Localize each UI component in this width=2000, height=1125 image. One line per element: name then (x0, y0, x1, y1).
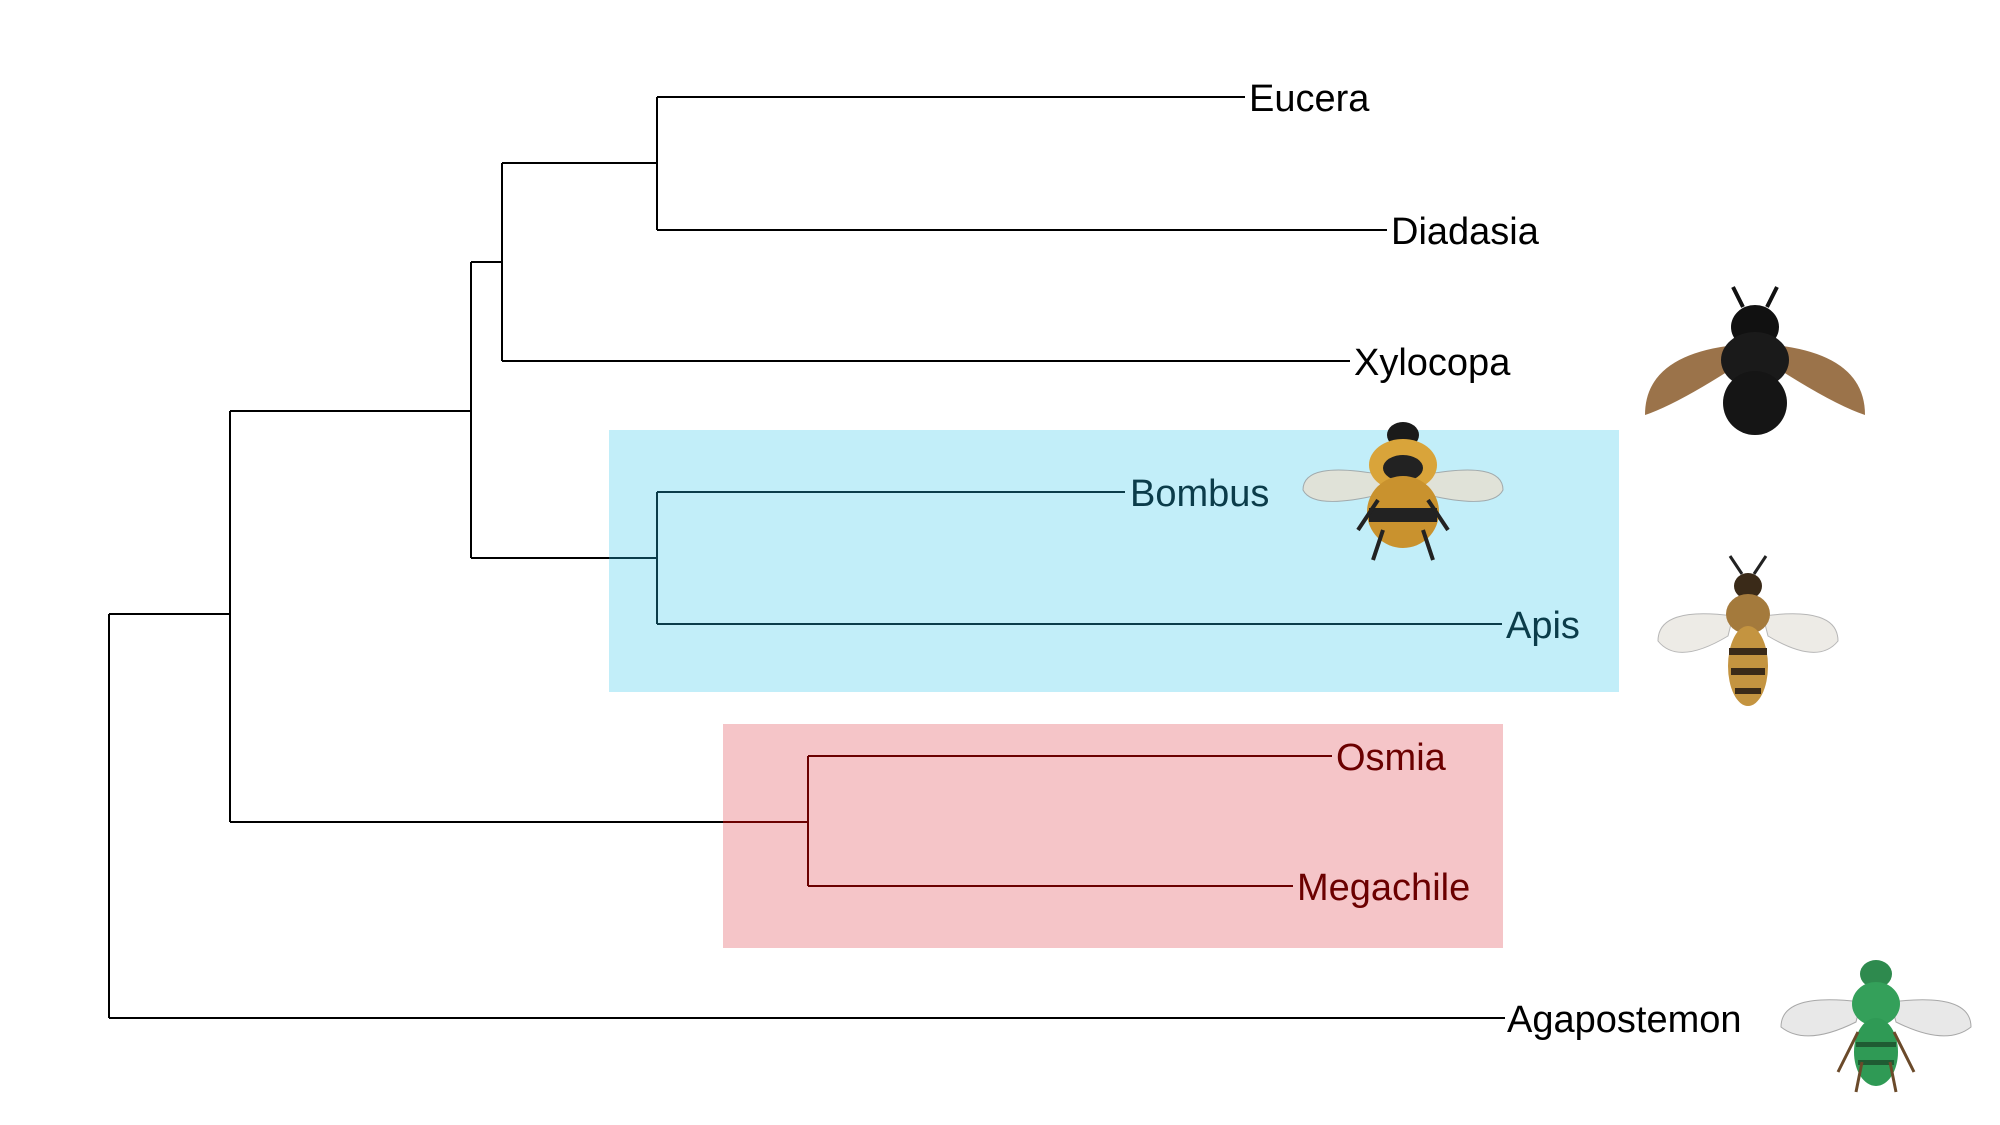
tree-branches (108, 96, 1505, 1019)
taxon-label-eucera: Eucera (1249, 78, 1370, 120)
honey-bee-icon (1657, 555, 1839, 706)
taxon-label-bombus: Bombus (1130, 473, 1269, 515)
tree-branches-corbiculate (609, 491, 1502, 625)
bumble-bee-icon (1302, 422, 1504, 561)
carpenter-bee-icon (1645, 286, 1865, 435)
highlight-box-osmia-megachile (723, 724, 1503, 948)
taxon-label-xylocopa: Xylocopa (1354, 342, 1511, 384)
taxon-label-apis: Apis (1506, 605, 1580, 647)
taxon-label-osmia: Osmia (1336, 737, 1447, 779)
taxon-label-agapostemon: Agapostemon (1507, 999, 1742, 1041)
highlight-box-bombus-apis (609, 430, 1619, 692)
tree-branches-megachilidae (723, 755, 1332, 887)
taxon-label-megachile: Megachile (1297, 867, 1470, 909)
taxon-label-diadasia: Diadasia (1391, 211, 1540, 253)
sweat-bee-icon (1780, 960, 1972, 1093)
